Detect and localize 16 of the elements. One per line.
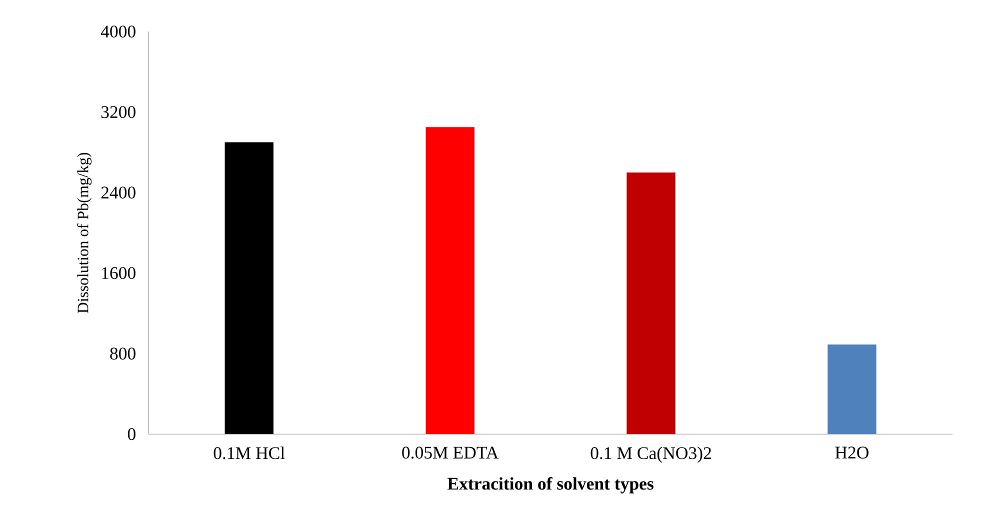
bar	[224, 142, 274, 434]
y-axis-title: Dissolution of Pb(mg/kg)	[77, 152, 92, 313]
y-tick-label: 800	[110, 348, 136, 360]
y-tick-label: 1600	[102, 267, 136, 279]
x-axis-title: Extracition of solvent types	[448, 476, 654, 494]
bar	[828, 344, 876, 434]
x-tick-label: H2O	[835, 446, 868, 458]
y-tick-label: 3200	[101, 106, 136, 118]
y-tick-label: 2400	[101, 186, 136, 198]
y-tick-label: 0	[128, 428, 136, 440]
bar	[426, 127, 474, 434]
x-tick-label: 0.05M EDTA	[402, 446, 499, 459]
x-tick-label: 0.1M HCl	[214, 446, 285, 460]
bar	[626, 172, 676, 434]
y-tick-label: 4000	[100, 25, 136, 38]
x-tick-label: 0.1 M Ca(NO3)2	[590, 446, 711, 463]
